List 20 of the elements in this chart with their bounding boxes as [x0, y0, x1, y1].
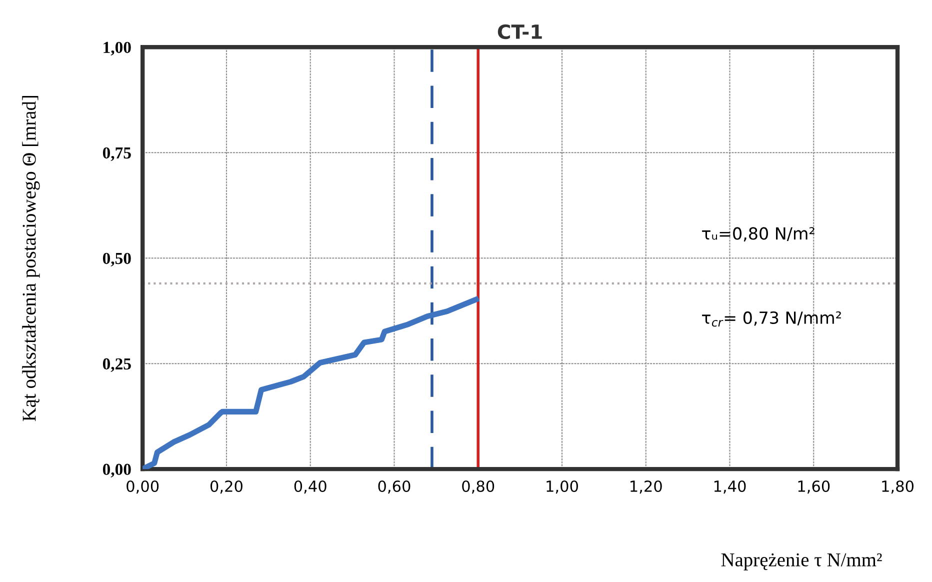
x-tick-label: 1,00	[546, 480, 578, 494]
y-tick-label: 0,00	[102, 464, 131, 478]
y-tick-label: 1,00	[104, 42, 131, 56]
x-tick-label: 0,00	[126, 480, 159, 494]
x-tick-label: 1,80	[882, 480, 914, 494]
x-tick-label: 0,40	[294, 480, 326, 494]
y-tick-label: 0,25	[102, 358, 131, 372]
y-tick-label: 0,75	[102, 147, 131, 161]
annotation: τ$_{cr}$= 0,73 N/mm²	[702, 311, 841, 327]
y-axis-title: Kąt odkształcenia postaciowego Θ [mrad]	[22, 96, 40, 422]
x-tick-label: 0,20	[210, 480, 242, 494]
y-tick-label: 0,50	[102, 252, 131, 266]
x-axis-title: Naprężenie τ N/mm²	[721, 553, 882, 570]
annotation: τᵤ=0,80 N/m²	[702, 227, 814, 242]
x-tick-label: 1,20	[630, 480, 662, 494]
x-tick-label: 0,60	[378, 480, 410, 494]
x-tick-label: 1,40	[714, 480, 746, 494]
x-tick-label: 1,60	[798, 480, 830, 494]
chart-title: CT-1	[498, 24, 542, 40]
x-tick-label: 0,80	[462, 480, 494, 494]
